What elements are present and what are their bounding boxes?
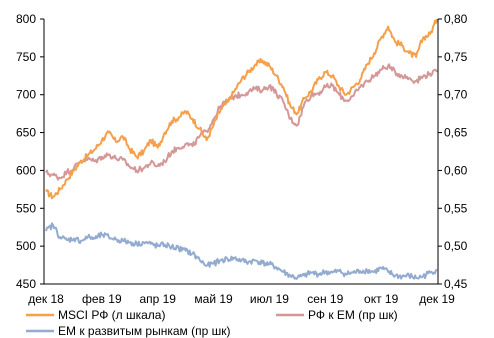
x-tick-label-4: июл 19 xyxy=(250,292,289,306)
axes xyxy=(40,18,442,285)
right-tick-label-1: 0,50 xyxy=(444,239,468,253)
x-tick-label-7: дек 19 xyxy=(419,292,455,306)
legend: MSCI РФ (л шкала) РФ к ЕМ (пр шк) ЕМ к раз… xyxy=(26,308,398,338)
left-tick-label-2: 550 xyxy=(16,201,36,215)
x-tick-label-2: апр 19 xyxy=(139,292,176,306)
right-tick-label-4: 0,65 xyxy=(444,126,468,140)
right-tick-label-0: 0,45 xyxy=(444,277,468,291)
right-axis-tick-labels: 0,45 0,50 0,55 0,60 0,65 0,70 0,75 0,80 xyxy=(444,12,468,291)
right-tick-label-5: 0,70 xyxy=(444,88,468,102)
series-line-1 xyxy=(45,63,438,181)
right-tick-label-2: 0,55 xyxy=(444,201,468,215)
x-tick-label-6: окт 19 xyxy=(364,292,399,306)
legend-label-0: MSCI РФ (л шкала) xyxy=(58,308,165,322)
series-line-2 xyxy=(45,222,438,280)
series-lines xyxy=(45,18,438,280)
legend-label-1: РФ к ЕМ (пр шк) xyxy=(308,308,398,322)
right-tick-label-3: 0,60 xyxy=(444,163,468,177)
right-tick-label-6: 0,75 xyxy=(444,50,468,64)
left-tick-label-4: 650 xyxy=(16,126,36,140)
left-tick-label-0: 450 xyxy=(16,277,36,291)
x-tick-label-5: сен 19 xyxy=(307,292,343,306)
x-tick-label-1: фев 19 xyxy=(82,292,122,306)
left-tick-label-1: 500 xyxy=(16,239,36,253)
left-tick-label-6: 750 xyxy=(16,50,36,64)
left-tick-label-5: 700 xyxy=(16,88,36,102)
left-tick-label-3: 600 xyxy=(16,163,36,177)
x-tick-label-0: дек 18 xyxy=(28,292,64,306)
series-line-0 xyxy=(45,18,438,200)
legend-label-2: ЕМ к развитым рынкам (пр шк) xyxy=(58,324,231,338)
left-axis-tick-labels: 450 500 550 600 650 700 750 800 xyxy=(16,12,36,291)
x-axis-tick-labels: дек 18 фев 19 апр 19 май 19 июл 19 сен 19 окт … xyxy=(28,292,455,306)
left-tick-label-7: 800 xyxy=(16,12,36,26)
x-tick-label-3: май 19 xyxy=(194,292,233,306)
right-tick-label-7: 0,80 xyxy=(444,12,468,26)
